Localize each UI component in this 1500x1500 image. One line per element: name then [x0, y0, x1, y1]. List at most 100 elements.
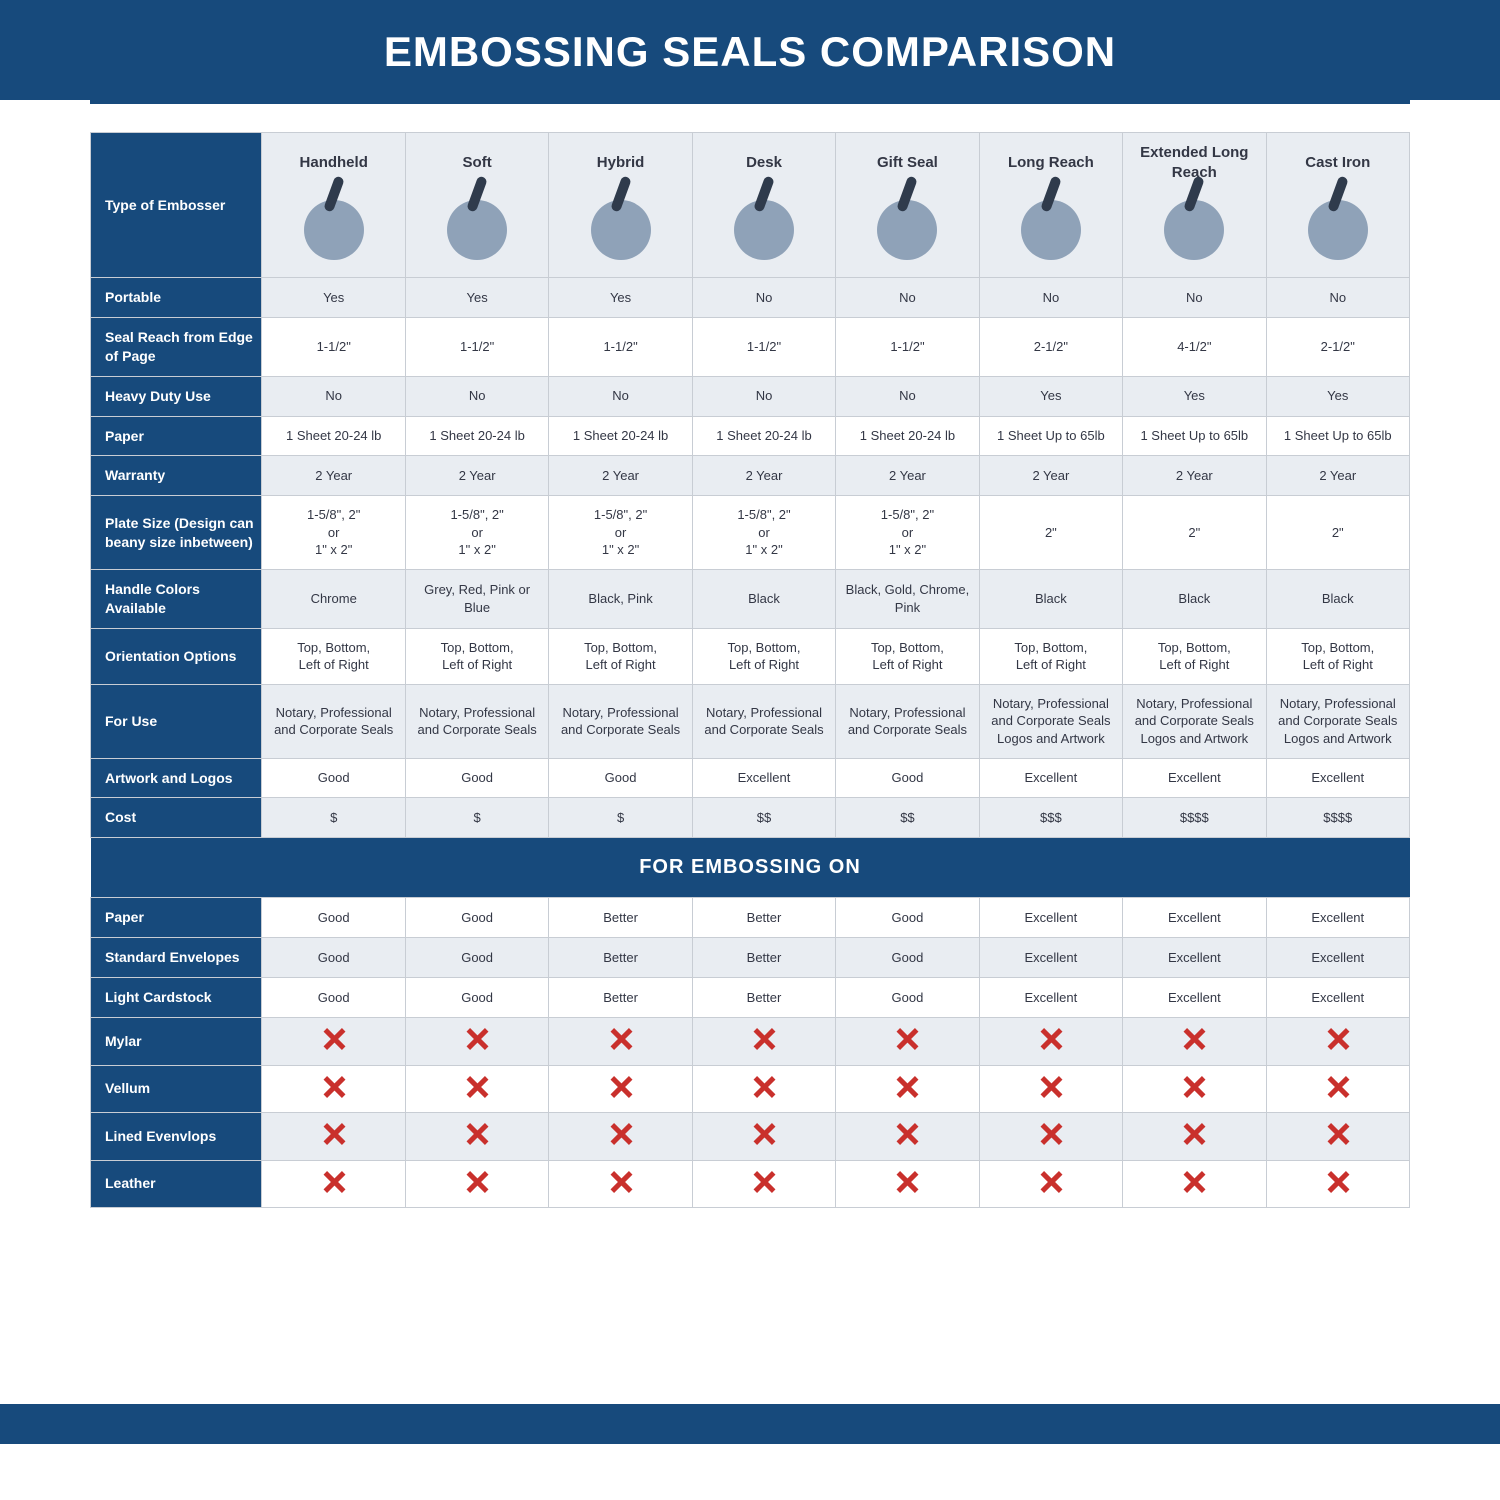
table-cell: Better [549, 938, 692, 978]
x-icon [1327, 1028, 1349, 1050]
table-row: Plate Size (Design can beany size inbetw… [91, 496, 1410, 570]
x-icon [1183, 1171, 1205, 1193]
x-icon [896, 1171, 918, 1193]
table-cell: Notary, Professional and Corporate Seals… [1266, 684, 1409, 758]
table-cell: Good [262, 758, 405, 798]
row-label: Seal Reach from Edge of Page [91, 317, 262, 376]
table-cell: Yes [549, 278, 692, 318]
table-cell: 2" [1123, 496, 1266, 570]
embosser-image-cell [262, 188, 405, 278]
table-cell: No [979, 278, 1122, 318]
x-icon [896, 1076, 918, 1098]
bottom-bar [0, 1404, 1500, 1444]
embosser-icon [1021, 200, 1081, 260]
table-cell [405, 1065, 548, 1113]
row-label: Leather [91, 1160, 262, 1208]
table-cell: Good [262, 938, 405, 978]
table-cell [1123, 1017, 1266, 1065]
x-icon [1327, 1171, 1349, 1193]
table-cell: No [836, 278, 979, 318]
table-cell [1123, 1113, 1266, 1161]
table-row: Leather [91, 1160, 1410, 1208]
table-cell: Good [405, 938, 548, 978]
table-cell: Better [549, 898, 692, 938]
table-cell: No [549, 376, 692, 416]
table-row: Orientation OptionsTop, Bottom,Left of R… [91, 628, 1410, 684]
row-label: Artwork and Logos [91, 758, 262, 798]
table-cell: Good [836, 978, 979, 1018]
table-cell: No [836, 376, 979, 416]
table-cell: Excellent [979, 978, 1122, 1018]
x-icon [1040, 1028, 1062, 1050]
table-cell: 1-5/8", 2"or1" x 2" [549, 496, 692, 570]
table-row: Light CardstockGoodGoodBetterBetterGoodE… [91, 978, 1410, 1018]
table-cell: 1-1/2" [836, 317, 979, 376]
table-cell: Top, Bottom,Left of Right [1123, 628, 1266, 684]
row-label: Orientation Options [91, 628, 262, 684]
table-cell: Excellent [1123, 758, 1266, 798]
table-cell: 2-1/2" [979, 317, 1122, 376]
table-cell: No [692, 278, 835, 318]
table-cell: Notary, Professional and Corporate Seals [262, 684, 405, 758]
table-cell: $$$ [979, 798, 1122, 838]
table-cell: Notary, Professional and Corporate Seals… [1123, 684, 1266, 758]
table-cell: $$ [692, 798, 835, 838]
table-cell [836, 1113, 979, 1161]
table-cell: 2" [1266, 496, 1409, 570]
table-row: Lined Evenvlops [91, 1113, 1410, 1161]
table-header-row: Type of EmbosserHandheldSoftHybridDeskGi… [91, 133, 1410, 188]
table-cell: 1 Sheet 20-24 lb [549, 416, 692, 456]
embosser-icon [1164, 200, 1224, 260]
table-cell: Excellent [979, 758, 1122, 798]
table-cell [405, 1017, 548, 1065]
row-label: Heavy Duty Use [91, 376, 262, 416]
table-cell: 1 Sheet 20-24 lb [692, 416, 835, 456]
x-icon [1040, 1171, 1062, 1193]
table-cell: 1-1/2" [692, 317, 835, 376]
x-icon [1327, 1123, 1349, 1145]
row-label: For Use [91, 684, 262, 758]
table-cell: Good [836, 898, 979, 938]
table-cell: $ [549, 798, 692, 838]
table-cell [262, 1113, 405, 1161]
table-cell [549, 1017, 692, 1065]
table-cell [1123, 1160, 1266, 1208]
table-cell: Black [1123, 569, 1266, 628]
table-cell: Better [692, 938, 835, 978]
title-banner: EMBOSSING SEALS COMPARISON [0, 0, 1500, 100]
table-cell: 2 Year [1123, 456, 1266, 496]
table-cell: Black [979, 569, 1122, 628]
embosser-icon [734, 200, 794, 260]
table-cell: Grey, Red, Pink or Blue [405, 569, 548, 628]
x-icon [1040, 1076, 1062, 1098]
row-label: Paper [91, 898, 262, 938]
embosser-image-cell [692, 188, 835, 278]
row-label: Warranty [91, 456, 262, 496]
x-icon [753, 1076, 775, 1098]
table-cell: Better [549, 978, 692, 1018]
table-cell: 2 Year [692, 456, 835, 496]
table-cell: Excellent [1266, 978, 1409, 1018]
table-cell [979, 1065, 1122, 1113]
table-row: Paper1 Sheet 20-24 lb1 Sheet 20-24 lb1 S… [91, 416, 1410, 456]
table-cell: Good [836, 938, 979, 978]
table-cell: Top, Bottom,Left of Right [979, 628, 1122, 684]
table-cell: 1-5/8", 2"or1" x 2" [692, 496, 835, 570]
embosser-image-cell [1123, 188, 1266, 278]
table-cell: 1 Sheet Up to 65lb [979, 416, 1122, 456]
row-label: Handle Colors Available [91, 569, 262, 628]
row-label: Cost [91, 798, 262, 838]
table-cell [836, 1065, 979, 1113]
table-cell: Excellent [1266, 898, 1409, 938]
x-icon [466, 1028, 488, 1050]
x-icon [323, 1028, 345, 1050]
table-cell: 2 Year [405, 456, 548, 496]
table-cell: Top, Bottom,Left of Right [262, 628, 405, 684]
table-cell: Good [262, 978, 405, 1018]
table-cell [1266, 1160, 1409, 1208]
x-icon [610, 1076, 632, 1098]
table-cell [549, 1113, 692, 1161]
table-cell: 1-5/8", 2"or1" x 2" [262, 496, 405, 570]
table-cell: Notary, Professional and Corporate Seals [836, 684, 979, 758]
table-cell: No [692, 376, 835, 416]
